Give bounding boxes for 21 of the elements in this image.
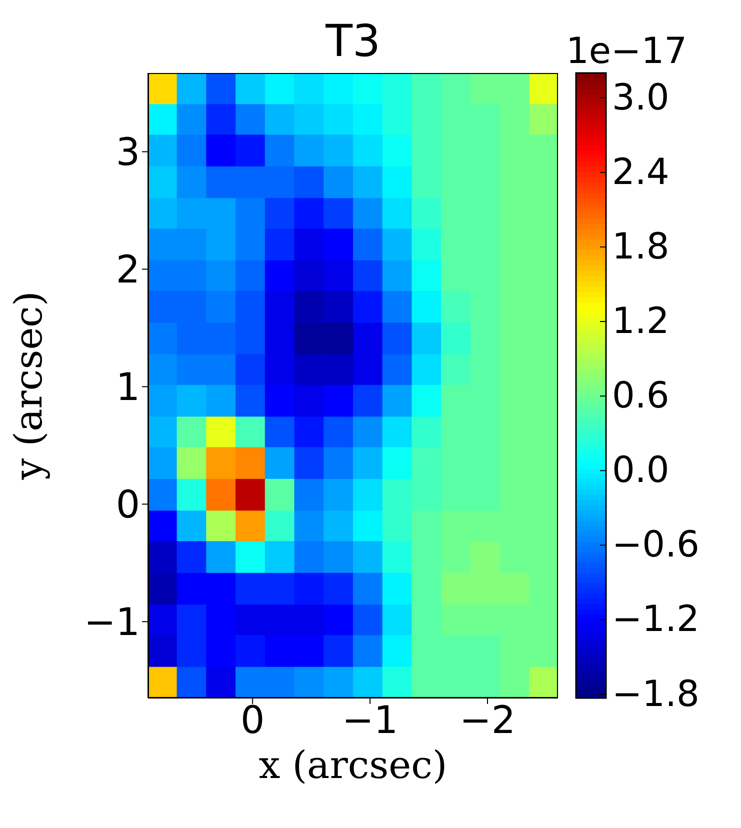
color-bar-label: 1.8: [612, 226, 670, 268]
x-tick-label: −2: [459, 698, 516, 742]
color-bar-label: −1.8: [612, 674, 700, 715]
color-bar-label: −0.6: [612, 524, 700, 566]
chart-title: T3: [324, 16, 382, 67]
color-bar-label: 2.4: [612, 152, 670, 193]
y-axis-title: y (arcsec): [6, 291, 50, 481]
x-tick-label: 0: [240, 698, 265, 742]
y-tick-label: 0: [116, 482, 140, 527]
y-tick-label: 2: [116, 248, 140, 292]
color-bar-label: 0.0: [612, 450, 670, 492]
color-bar-label: 0.6: [612, 376, 670, 417]
color-bar-label: 1.2: [612, 301, 670, 342]
y-tick-label: −1: [84, 600, 140, 644]
y-tick-label: 1: [116, 365, 140, 410]
x-tick-label: −1: [342, 698, 398, 742]
color-bar-label: −1.2: [612, 599, 700, 640]
color-bar-title: 1e−17: [566, 31, 688, 72]
y-tick-label: 3: [116, 130, 140, 174]
color-bar-label: 3.0: [612, 77, 670, 118]
x-axis-title: x (arcsec): [258, 743, 448, 787]
